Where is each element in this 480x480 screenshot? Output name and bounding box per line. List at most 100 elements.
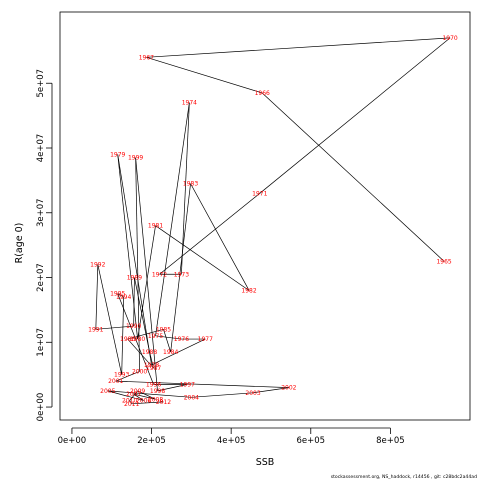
point-label: 2012	[156, 399, 171, 406]
y-axis: 0e+00 1e+07 2e+07 3e+07 4e+07 5e+07	[36, 69, 53, 422]
series-segment	[261, 92, 445, 262]
point-label: 1988	[142, 349, 157, 356]
series-segment	[117, 293, 124, 298]
series-segment	[157, 384, 188, 392]
point-label: 1985	[156, 326, 171, 333]
y-axis-title: R(age 0)	[14, 223, 25, 264]
point-label: 1980	[130, 336, 145, 343]
y-tick-label: 1e+07	[36, 328, 46, 357]
point-label: 1998	[150, 388, 165, 395]
point-label: 1984	[163, 349, 178, 356]
y-tick-label: 0e+00	[36, 393, 46, 422]
y-tick-label: 5e+07	[36, 69, 46, 98]
point-label: 2004	[184, 394, 199, 401]
point-label: 1981	[148, 223, 163, 230]
point-label: 1979	[110, 151, 125, 158]
series-segment	[95, 264, 99, 330]
point-label: 2000	[132, 368, 147, 375]
series-segment	[133, 277, 135, 327]
series-segment	[159, 193, 261, 275]
series-segment	[151, 338, 206, 366]
series-segment	[259, 37, 451, 194]
point-label: 1992	[90, 262, 105, 269]
point-label: 1973	[174, 271, 189, 278]
series-segment	[121, 296, 125, 375]
x-axis: 0e+00 2e+05 4e+05 6e+05 8e+05	[58, 427, 405, 446]
series-segment	[155, 335, 182, 340]
series-segment	[155, 102, 190, 336]
series-segment	[163, 329, 171, 353]
point-label: 1977	[198, 336, 213, 343]
point-label: 1976	[174, 336, 189, 343]
point-label: 2001	[108, 378, 123, 385]
series-segment	[107, 390, 144, 401]
y-tick-label: 2e+07	[36, 263, 46, 292]
series-segment	[135, 157, 158, 391]
series-segment	[137, 390, 156, 400]
y-tick-label: 4e+07	[36, 134, 46, 163]
point-label: 2011	[124, 401, 139, 408]
x-tick-label: 6e+05	[296, 436, 325, 446]
series-segment	[127, 338, 154, 369]
series-segment	[129, 390, 138, 401]
point-label: 1990	[126, 323, 141, 330]
series-segment	[137, 225, 156, 340]
x-tick-label: 0e+00	[58, 436, 87, 446]
series-segment	[133, 393, 156, 400]
series-lines	[95, 37, 451, 405]
point-label: 1967	[139, 54, 154, 61]
series-segment	[95, 325, 134, 330]
x-tick-label: 4e+05	[217, 436, 246, 446]
series-segment	[253, 387, 289, 394]
point-label: 1971	[252, 190, 267, 197]
point-label: 2005	[100, 388, 115, 395]
point-label: 1970	[442, 35, 457, 42]
point-label: 2007	[126, 391, 141, 398]
series-segment	[135, 157, 140, 372]
series-segment	[97, 264, 123, 375]
series-segment	[127, 328, 164, 340]
series-segment	[181, 102, 190, 275]
point-label: 1987	[146, 365, 161, 372]
point-label: 1993	[114, 372, 129, 379]
point-label: 1966	[255, 90, 270, 97]
x-axis-title: SSB	[256, 457, 275, 468]
series-segment	[117, 154, 138, 340]
series-segment	[155, 225, 250, 291]
point-label: 2002	[281, 385, 296, 392]
x-tick-label: 8e+05	[376, 436, 405, 446]
point-label: 1975	[148, 333, 163, 340]
x-tick-label: 2e+05	[137, 436, 166, 446]
series-segment	[129, 400, 132, 404]
point-label: 1982	[241, 287, 256, 294]
point-label: 2006	[136, 398, 151, 405]
point-label: 2008	[148, 396, 163, 403]
y-tick-label: 3e+07	[36, 198, 46, 227]
point-label: 1989	[127, 275, 142, 282]
point-label: 1978	[144, 362, 159, 369]
series-segment	[190, 183, 250, 291]
point-label: 1994	[116, 294, 131, 301]
point-label: 2010	[122, 398, 137, 405]
series-segment	[133, 393, 144, 401]
series-segment	[107, 390, 192, 398]
series-segment	[115, 380, 289, 388]
series-segment	[170, 183, 191, 353]
point-label: 1986	[120, 336, 135, 343]
series-segment	[131, 401, 164, 405]
series-labels: 1965 1966 1967 1970 1971 1972 1973 1974 1975 1976…	[88, 35, 458, 408]
point-label: 1995	[110, 291, 125, 298]
point-label: 1983	[183, 181, 198, 188]
point-label: 1974	[182, 100, 197, 107]
credit-text: stockassessment.org, NS_haddock, r14456 …	[331, 474, 477, 480]
point-label: 1999	[128, 155, 143, 162]
point-label: 1991	[88, 326, 103, 333]
point-label: 1997	[180, 381, 195, 388]
series-segment	[117, 293, 154, 385]
series-segment	[191, 392, 254, 398]
point-label: 1996	[146, 381, 161, 388]
point-label: 1965	[436, 258, 451, 265]
point-label: 2003	[245, 390, 260, 397]
series-segment	[149, 351, 154, 369]
